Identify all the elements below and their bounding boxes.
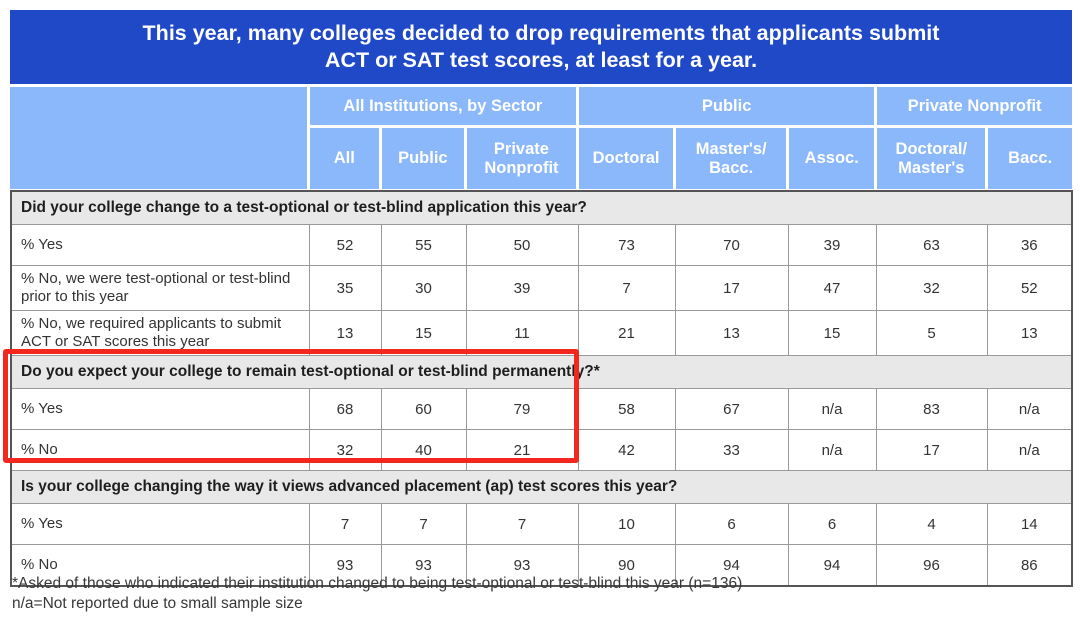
value-cell: 21 — [577, 310, 676, 356]
column-header-bacc: Bacc. — [985, 125, 1072, 189]
value-cell: 42 — [577, 429, 676, 471]
value-cell: 93 — [465, 544, 579, 587]
row-label: % No — [10, 429, 310, 471]
column-header-row: All Public Private Nonprofit Doctoral Ma… — [10, 125, 1072, 189]
table-row: % Yes 52 55 50 73 70 39 63 36 — [10, 224, 1073, 266]
data-table: Did your college change to a test-option… — [10, 190, 1074, 587]
value-cell: 4 — [875, 503, 988, 545]
value-cell: 60 — [380, 388, 467, 430]
row-label: % No — [10, 544, 310, 587]
table-row: % No 93 93 93 90 94 94 96 86 — [10, 544, 1073, 587]
value-cell: 86 — [986, 544, 1073, 587]
column-header-assoc: Assoc. — [786, 125, 878, 189]
value-cell: 17 — [674, 265, 789, 311]
value-cell: 52 — [986, 265, 1073, 311]
section-question-row: Did your college change to a test-option… — [10, 190, 1073, 225]
column-header-doctoral-masters: Doctoral/​Master's — [874, 125, 989, 189]
value-cell: 17 — [875, 429, 988, 471]
column-group-private-nonprofit: Private Nonprofit — [874, 87, 1072, 128]
value-cell: 58 — [577, 388, 676, 430]
table-row: % No, we required applicants to submit A… — [10, 310, 1073, 356]
value-cell: 94 — [787, 544, 877, 587]
title-line-1: This year, many colleges decided to drop… — [142, 21, 940, 45]
table-row: % Yes 7 7 7 10 6 6 4 14 — [10, 503, 1073, 545]
section-question: Is your college changing the way it view… — [10, 470, 1073, 504]
table-row: % Yes 68 60 79 58 67 n/a 83 n/a — [10, 388, 1073, 430]
value-cell: 67 — [674, 388, 789, 430]
column-header-public: Public — [378, 125, 467, 189]
value-cell: 10 — [577, 503, 676, 545]
footnote-sample-note: *Asked of those who indicated their inst… — [12, 575, 743, 592]
footnotes: *Asked of those who indicated their inst… — [12, 574, 742, 614]
value-cell: 50 — [465, 224, 579, 266]
value-cell: 7 — [308, 503, 382, 545]
table-row: % No 32 40 21 42 33 n/a 17 n/a — [10, 429, 1073, 471]
column-header-all: All — [306, 125, 382, 189]
column-group-row: All Institutions, by Sector Public Priva… — [10, 87, 1072, 189]
section-question: Did your college change to a test-option… — [10, 190, 1073, 225]
value-cell: 5 — [875, 310, 988, 356]
value-cell: 47 — [787, 265, 877, 311]
row-label: % No, we were test-optional or test-blin… — [10, 265, 310, 311]
row-label: % Yes — [10, 503, 310, 545]
value-cell: 32 — [308, 429, 382, 471]
value-cell: 11 — [465, 310, 579, 356]
column-group-public: Public — [576, 87, 878, 128]
corner-cell — [10, 87, 310, 189]
column-header-doctoral: Doctoral — [576, 125, 677, 189]
value-cell: 73 — [577, 224, 676, 266]
value-cell: n/a — [986, 388, 1073, 430]
table-row: % No, we were test-optional or test-blin… — [10, 265, 1073, 311]
value-cell: 35 — [308, 265, 382, 311]
value-cell: 7 — [577, 265, 676, 311]
value-cell: 93 — [380, 544, 467, 587]
value-cell: 96 — [875, 544, 988, 587]
value-cell: 39 — [787, 224, 877, 266]
section-question-row: Do you expect your college to remain tes… — [10, 355, 1073, 389]
value-cell: 13 — [986, 310, 1073, 356]
value-cell: 63 — [875, 224, 988, 266]
value-cell: 39 — [465, 265, 579, 311]
column-header-private-nonprofit: Private Nonprofit — [463, 125, 580, 189]
value-cell: 14 — [986, 503, 1073, 545]
value-cell: 36 — [986, 224, 1073, 266]
row-label: % Yes — [10, 224, 310, 266]
value-cell: 33 — [674, 429, 789, 471]
value-cell: 6 — [787, 503, 877, 545]
value-cell: 13 — [674, 310, 789, 356]
value-cell: 32 — [875, 265, 988, 311]
value-cell: 7 — [380, 503, 467, 545]
value-cell: 79 — [465, 388, 579, 430]
section-question: Do you expect your college to remain tes… — [10, 355, 1073, 389]
value-cell: 21 — [465, 429, 579, 471]
value-cell: 13 — [308, 310, 382, 356]
value-cell: 7 — [465, 503, 579, 545]
value-cell: 30 — [380, 265, 467, 311]
row-label: % No, we required applicants to submit A… — [10, 310, 310, 356]
title-banner: This year, many colleges decided to drop… — [10, 10, 1072, 84]
value-cell: 68 — [308, 388, 382, 430]
value-cell: 6 — [674, 503, 789, 545]
value-cell: 15 — [380, 310, 467, 356]
header-table: All Institutions, by Sector Public Priva… — [10, 87, 1072, 189]
value-cell: 70 — [674, 224, 789, 266]
title-line-2: ACT or SAT test scores, at least for a y… — [324, 48, 758, 72]
value-cell: 15 — [787, 310, 877, 356]
value-cell: 93 — [308, 544, 382, 587]
footnote-na-note: n/a=Not reported due to small sample siz… — [12, 595, 303, 612]
row-label: % Yes — [10, 388, 310, 430]
column-header-masters-bacc: Master's/​Bacc. — [673, 125, 790, 189]
value-cell: n/a — [986, 429, 1073, 471]
value-cell: n/a — [787, 388, 877, 430]
value-cell: 90 — [577, 544, 676, 587]
value-cell: 52 — [308, 224, 382, 266]
value-cell: 55 — [380, 224, 467, 266]
value-cell: 94 — [674, 544, 789, 587]
value-cell: 83 — [875, 388, 988, 430]
section-question-row: Is your college changing the way it view… — [10, 470, 1073, 504]
value-cell: n/a — [787, 429, 877, 471]
value-cell: 40 — [380, 429, 467, 471]
column-group-all-institutions: All Institutions, by Sector — [306, 87, 580, 128]
